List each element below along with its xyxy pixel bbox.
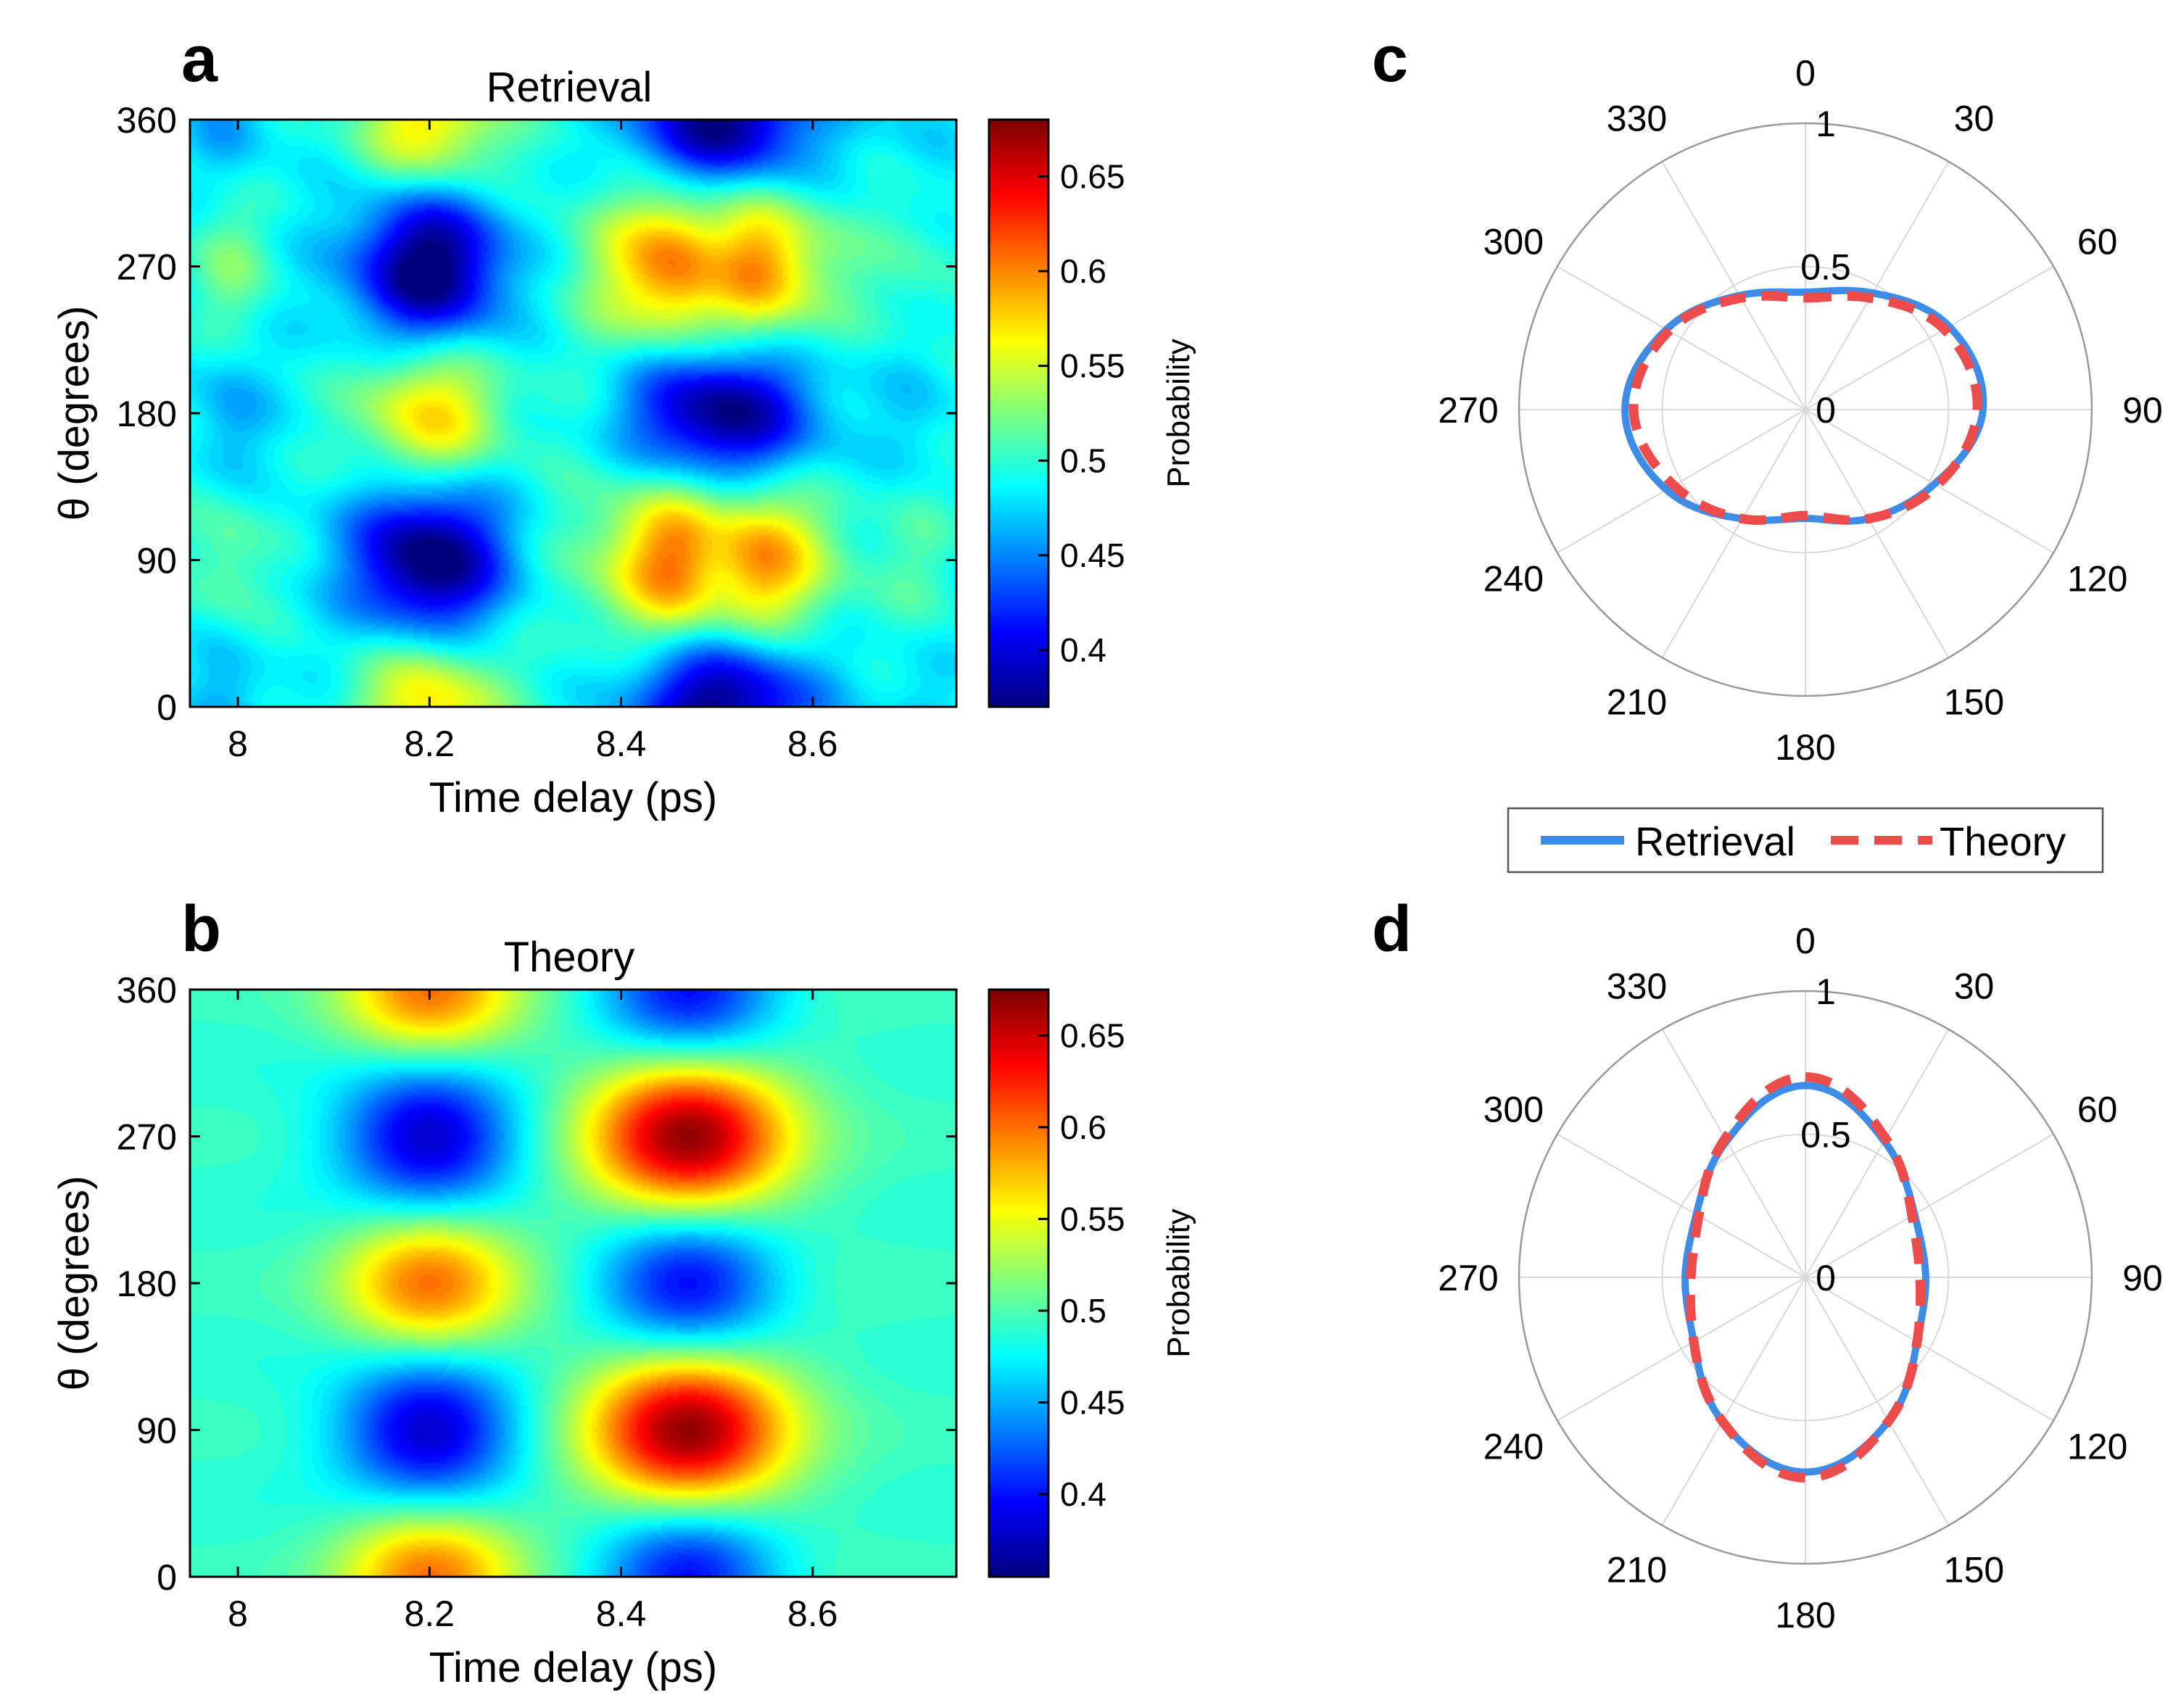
legend-retrieval-label: Retrieval: [1635, 818, 1795, 864]
legend: Retrieval Theory: [1507, 807, 2104, 874]
colorbar-tick-label: 0.5: [1060, 1292, 1106, 1330]
theta-tick-label: 90: [2122, 1258, 2163, 1298]
colorbar-label: Probability: [1161, 339, 1196, 487]
polar-series-theory: [1685, 1072, 1926, 1483]
heatmap-panel-b: 8 8.2 8.4 8.6 0 90 180 270 360 Time delay (ps) θ (…: [51, 970, 1196, 1691]
colorbar-a-frame: [988, 118, 1050, 708]
theta-tick-label: 210: [1607, 682, 1667, 723]
legend-theory-label: Theory: [1940, 818, 2066, 864]
colorbar-b-frame: [988, 988, 1050, 1578]
heatmap-panel-a: 8 8.2 8.4 8.6 0 90 180 270 360 Time delay (ps) θ (…: [51, 100, 1196, 821]
theta-tick-label: 30: [1954, 966, 1995, 1006]
theta-tick-label: 90: [2122, 390, 2163, 431]
theta-tick-label: 270: [1438, 390, 1498, 431]
theta-tick-label: 0: [1795, 921, 1816, 961]
theta-tick-label: 330: [1607, 966, 1667, 1006]
theta-tick-label: 240: [1483, 1427, 1544, 1467]
colorbar-tick-label: 0.65: [1060, 157, 1125, 195]
colorbar-tick-label: 0.65: [1060, 1016, 1125, 1054]
theta-tick-label: 180: [1775, 727, 1835, 768]
x-tick-label: 8: [228, 724, 248, 764]
r-tick-label: 0: [1816, 390, 1836, 431]
theta-tick-label: 150: [1944, 1550, 2004, 1591]
theta-tick-label: 210: [1607, 1550, 1667, 1591]
panel-letter-c: c: [1372, 23, 1408, 96]
polar-ring-inner: [1661, 265, 1950, 554]
theta-tick-label: 0: [1795, 53, 1816, 94]
polar-ring-outer: [1518, 990, 2093, 1565]
y-tick-label: 180: [117, 1264, 177, 1304]
heatmap-image-b: [190, 990, 956, 1577]
y-axis-label: θ (degrees): [51, 306, 98, 521]
theta-tick-label: 120: [2067, 559, 2127, 600]
colorbar-tick-label: 0.4: [1060, 1475, 1106, 1513]
x-tick-label: 8.6: [787, 1593, 838, 1634]
panel-letter-b: b: [181, 893, 221, 966]
panel-b-title: Theory: [504, 934, 635, 981]
x-tick-label: 8.4: [596, 1593, 647, 1634]
colorbar-tick-label: 0.6: [1060, 1108, 1106, 1146]
x-tick-label: 8.2: [405, 1593, 455, 1634]
colorbar-tick-label: 0.4: [1060, 631, 1106, 669]
theta-tick-label: 330: [1607, 98, 1667, 138]
colorbar-tick-label: 0.6: [1060, 252, 1106, 290]
x-tick-label: 8.4: [596, 724, 647, 764]
r-tick-label: 1: [1816, 971, 1836, 1012]
y-tick-label: 360: [117, 100, 177, 141]
theta-tick-label: 300: [1483, 1090, 1544, 1130]
heatmap-image-a: [190, 120, 956, 707]
y-tick-label: 180: [117, 394, 177, 434]
r-tick-label: 0: [1816, 1258, 1836, 1298]
colorbar-tick-label: 0.45: [1060, 1384, 1125, 1422]
colorbar-b: [989, 990, 1048, 1577]
colorbar-tick-label: 0.5: [1060, 441, 1106, 479]
panel-letter-d: d: [1372, 893, 1412, 966]
y-tick-label: 360: [117, 970, 177, 1011]
colorbar-a: [989, 120, 1048, 707]
polar-ring-outer: [1518, 122, 2093, 697]
theta-tick-label: 30: [1954, 98, 1995, 138]
colorbar-tick-label: 0.55: [1060, 347, 1125, 385]
y-axis-label: θ (degrees): [51, 1176, 98, 1391]
colorbar-tick-label: 0.55: [1060, 1200, 1125, 1238]
theta-tick-label: 270: [1438, 1258, 1498, 1298]
colorbar-tick-label: 0.45: [1060, 536, 1125, 574]
x-axis-label: Time delay (ps): [429, 1644, 718, 1691]
panel-a-title: Retrieval: [487, 64, 653, 111]
y-tick-label: 0: [157, 1557, 177, 1598]
r-tick-label: 1: [1816, 104, 1836, 144]
polar-panel-d: 0 30 60 90 120 150 180 210 240 270 300 330 0 0.5 1: [1438, 921, 2163, 1636]
r-tick-label: 0.5: [1800, 1115, 1851, 1156]
x-axis-label: Time delay (ps): [429, 774, 718, 821]
y-tick-label: 270: [117, 247, 177, 288]
r-tick-label: 0.5: [1800, 247, 1851, 288]
panel-letter-a: a: [181, 23, 218, 96]
y-tick-label: 270: [117, 1117, 177, 1158]
polar-ring-inner: [1661, 1133, 1950, 1422]
colorbar-label: Probability: [1161, 1209, 1196, 1357]
theta-tick-label: 240: [1483, 559, 1544, 600]
y-tick-label: 90: [136, 1411, 177, 1451]
theta-tick-label: 300: [1483, 222, 1544, 262]
theta-tick-label: 60: [2077, 1090, 2118, 1130]
y-tick-label: 0: [157, 687, 177, 728]
theta-tick-label: 120: [2067, 1427, 2127, 1467]
theta-tick-label: 150: [1944, 682, 2004, 723]
x-tick-label: 8: [228, 1593, 248, 1634]
x-tick-label: 8.6: [787, 724, 838, 764]
theta-tick-label: 60: [2077, 222, 2118, 262]
y-tick-label: 90: [136, 541, 177, 581]
x-tick-label: 8.2: [405, 724, 455, 764]
theta-tick-label: 180: [1775, 1595, 1835, 1636]
polar-series-theory: [1628, 291, 1982, 525]
polar-panel-c: 0 30 60 90 120 150 180 210 240 270 300 330 0 0.5 1: [1438, 53, 2163, 768]
